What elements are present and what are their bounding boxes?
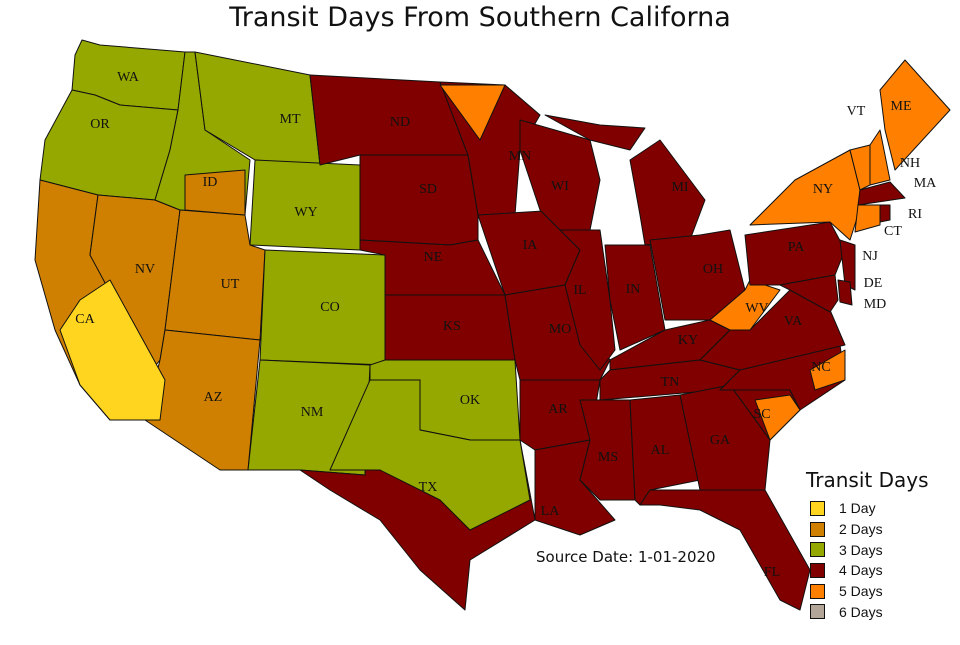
region-tx-3-days: [329, 379, 531, 531]
legend-swatch: [810, 521, 825, 537]
state-label-vt: VT: [847, 104, 866, 119]
state-wv: [709, 279, 781, 331]
state-label-ga: GA: [710, 433, 731, 448]
state-label-in: IN: [626, 282, 641, 297]
legend-swatch: [810, 542, 825, 558]
state-label-mi: MI: [671, 180, 688, 195]
state-label-pa: PA: [788, 240, 806, 255]
state-ri: [879, 204, 891, 223]
state-label-ne: NE: [424, 250, 443, 265]
region-mn-5-days: [439, 84, 506, 141]
state-il: [559, 229, 616, 371]
state-md: [779, 274, 839, 313]
state-label-me: ME: [891, 99, 912, 114]
state-label-nm: NM: [301, 405, 324, 420]
state-label-nv: NV: [135, 262, 155, 277]
state-mi-upper: [544, 114, 646, 151]
state-label-va: VA: [784, 314, 803, 329]
state-label-id: ID: [203, 175, 218, 190]
state-label-az: AZ: [204, 390, 223, 405]
legend-title: Transit Days: [806, 468, 929, 492]
state-label-tn: TN: [661, 375, 680, 390]
state-label-wa: WA: [117, 70, 140, 85]
state-mi: [629, 139, 706, 246]
state-label-fl: FL: [764, 565, 780, 580]
state-label-nh: NH: [900, 156, 920, 171]
legend-label: 2 Days: [839, 521, 883, 538]
state-label-al: AL: [651, 443, 670, 458]
state-label-ct: CT: [884, 224, 902, 239]
legend-swatch: [810, 562, 825, 578]
state-label-oh: OH: [703, 262, 723, 277]
state-label-ma: MA: [914, 176, 937, 191]
state-in: [604, 244, 666, 351]
region-ca-1-days: [59, 279, 166, 421]
map-title: Transit Days From Southern Californa: [229, 2, 731, 33]
legend: Transit Days 1 Day 2 Days 3 Days 4 Days 5 Da…: [806, 468, 929, 622]
state-label-ky: KY: [678, 333, 698, 348]
state-label-de: DE: [864, 276, 883, 291]
state-me: [879, 59, 951, 171]
region-sc-5-days: [754, 394, 801, 441]
legend-item: 6 Days: [810, 601, 929, 622]
legend-label: 6 Days: [839, 603, 883, 620]
state-label-co: CO: [320, 300, 339, 315]
state-ut: [164, 209, 266, 341]
state-label-tx: TX: [419, 480, 438, 495]
state-ma: [857, 181, 906, 206]
state-de: [837, 279, 853, 306]
state-label-wv: WV: [745, 301, 768, 316]
state-label-mn: MN: [509, 149, 532, 164]
legend-label: 1 Day: [839, 500, 876, 517]
legend-swatch: [810, 583, 825, 599]
state-label-ia: IA: [523, 238, 539, 253]
state-nh: [869, 129, 891, 186]
state-sd: [359, 154, 479, 246]
state-label-la: LA: [541, 504, 561, 519]
legend-label: 4 Days: [839, 562, 883, 579]
state-label-nc: NC: [811, 360, 830, 375]
state-label-ok: OK: [460, 393, 480, 408]
state-va: [699, 289, 846, 371]
state-fl: [639, 489, 811, 611]
region-id-2-days: [184, 169, 246, 216]
state-nj: [839, 239, 856, 291]
region-nc-5-days: [809, 349, 846, 391]
state-label-nj: NJ: [862, 249, 878, 264]
state-label-ms: MS: [598, 450, 618, 465]
state-label-il: IL: [573, 283, 586, 298]
state-label-mo: MO: [549, 322, 572, 337]
source-date: Source Date: 1-01-2020: [536, 548, 716, 566]
state-label-mt: MT: [280, 112, 301, 127]
state-label-wi: WI: [551, 179, 569, 194]
legend-item: 1 Day: [810, 498, 929, 519]
state-label-wy: WY: [294, 205, 317, 220]
legend-label: 5 Days: [839, 583, 883, 600]
state-label-ut: UT: [221, 277, 240, 292]
state-label-ri: RI: [908, 207, 922, 222]
state-ga: [679, 384, 771, 491]
legend-item: 4 Days: [810, 560, 929, 581]
legend-swatch: [810, 604, 825, 620]
state-ct: [854, 204, 881, 233]
legend-label: 3 Days: [839, 541, 883, 558]
state-label-ny: NY: [813, 182, 833, 197]
legend-item: 5 Days: [810, 581, 929, 602]
state-az: [144, 329, 261, 471]
legend-item: 3 Days: [810, 539, 929, 560]
state-label-md: MD: [864, 297, 887, 312]
legend-swatch: [810, 500, 825, 516]
state-label-or: OR: [90, 117, 110, 132]
state-label-ar: AR: [548, 402, 568, 417]
state-label-nd: ND: [390, 115, 410, 130]
legend-item: 2 Days: [810, 519, 929, 540]
state-label-ks: KS: [443, 319, 461, 334]
state-label-sd: SD: [419, 182, 437, 197]
state-label-sc: SC: [753, 407, 770, 422]
state-label-ca: CA: [75, 312, 95, 327]
